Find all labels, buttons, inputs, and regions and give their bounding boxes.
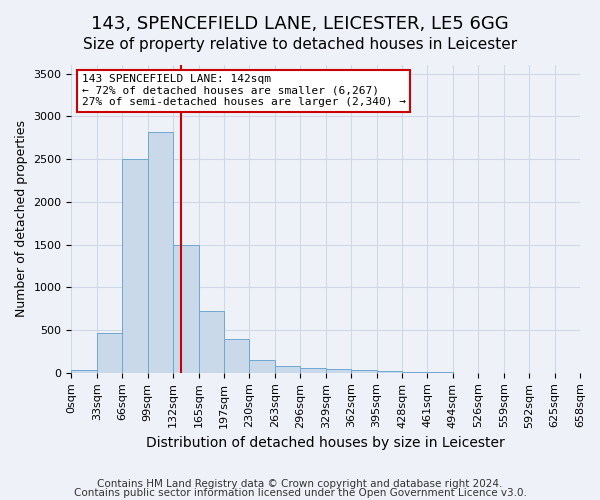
- Bar: [199, 312, 224, 373]
- Text: 143 SPENCEFIELD LANE: 142sqm
← 72% of detached houses are smaller (6,267)
27% of: 143 SPENCEFIELD LANE: 142sqm ← 72% of de…: [82, 74, 406, 108]
- Text: 143, SPENCEFIELD LANE, LEICESTER, LE5 6GG: 143, SPENCEFIELD LANE, LEICESTER, LE5 6G…: [91, 15, 509, 33]
- Bar: [71, 370, 97, 373]
- Bar: [122, 159, 148, 373]
- Bar: [173, 244, 199, 373]
- Text: Size of property relative to detached houses in Leicester: Size of property relative to detached ho…: [83, 38, 517, 52]
- Bar: [300, 368, 326, 373]
- Bar: [402, 372, 427, 373]
- X-axis label: Distribution of detached houses by size in Leicester: Distribution of detached houses by size …: [146, 436, 505, 450]
- Bar: [250, 360, 275, 373]
- Bar: [275, 366, 300, 373]
- Text: Contains public sector information licensed under the Open Government Licence v3: Contains public sector information licen…: [74, 488, 526, 498]
- Y-axis label: Number of detached properties: Number of detached properties: [15, 120, 28, 318]
- Bar: [377, 371, 402, 373]
- Bar: [148, 132, 173, 373]
- Bar: [326, 370, 351, 373]
- Bar: [97, 334, 122, 373]
- Bar: [224, 338, 250, 373]
- Bar: [351, 370, 377, 373]
- Text: Contains HM Land Registry data © Crown copyright and database right 2024.: Contains HM Land Registry data © Crown c…: [97, 479, 503, 489]
